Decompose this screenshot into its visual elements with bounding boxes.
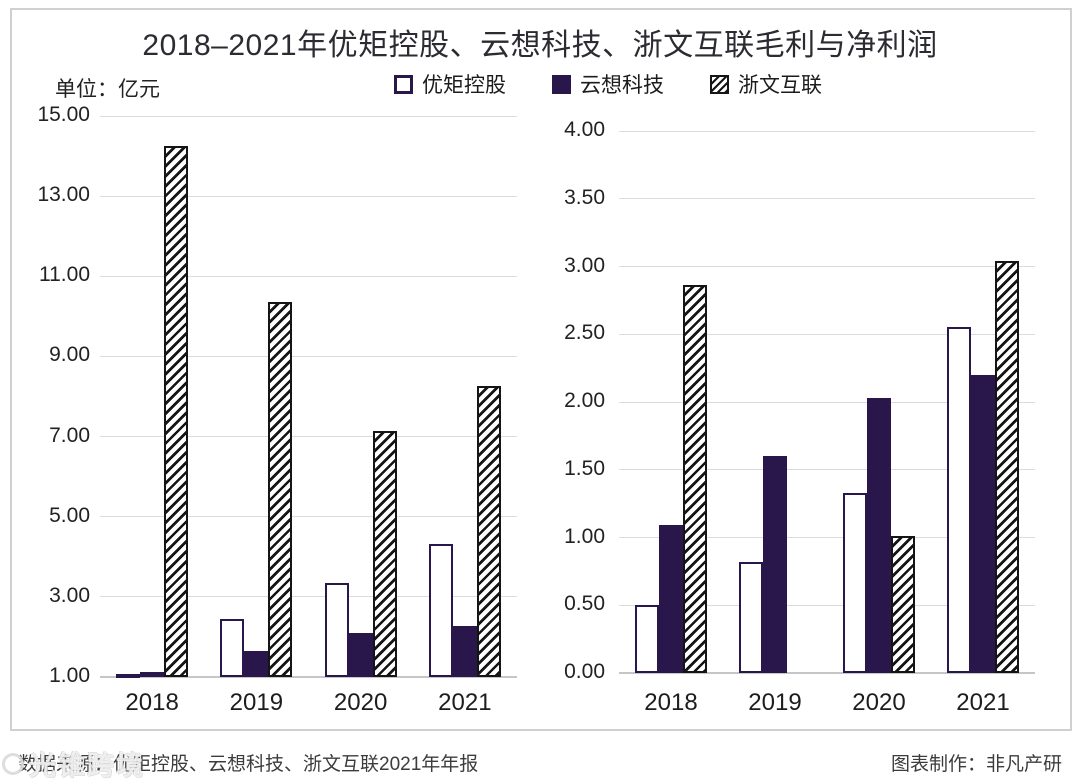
- bar-outline-2021: [428, 543, 453, 677]
- x-axis-category-label: 2020: [852, 689, 906, 716]
- y-axis-tick-label: 2.00: [564, 389, 605, 412]
- y-gridline: [100, 355, 517, 357]
- y-gridline: [619, 198, 1035, 200]
- bar-hatched-2019: [268, 301, 293, 677]
- bar-solid-2019: [244, 650, 269, 677]
- y-axis-tick-label: 3.00: [49, 583, 90, 607]
- y-gridline: [100, 516, 517, 518]
- y-gridline: [619, 333, 1035, 335]
- bar-solid-2020: [348, 632, 373, 677]
- y-axis-tick-label: 1.50: [564, 456, 605, 480]
- y-axis-tick-label: 3.50: [564, 185, 605, 209]
- y-axis-tick-label: 3.00: [564, 253, 605, 277]
- bar-hatched-2020: [891, 536, 915, 673]
- x-axis-line: [100, 676, 517, 678]
- bar-outline-2019: [220, 618, 245, 677]
- y-gridline: [100, 275, 517, 277]
- legend-item: 浙文互联: [710, 69, 822, 99]
- bar-hatched-2018: [683, 285, 707, 673]
- bar-hatched-2020: [372, 430, 397, 677]
- data-source-note: 数据来源：优矩控股、云想科技、浙文互联2021年年报: [18, 754, 479, 775]
- bar-solid-2019: [763, 456, 787, 673]
- y-gridline: [619, 469, 1035, 471]
- x-axis-category-label: 2021: [956, 689, 1010, 716]
- y-gridline: [100, 115, 517, 117]
- y-axis-tick-label: 0.00: [564, 660, 605, 683]
- legend-swatch-hatched-icon: [710, 74, 729, 94]
- bar-hatched-2018: [164, 146, 189, 677]
- y-axis-tick-label: 7.00: [49, 423, 90, 447]
- y-axis-tick-label: 2.50: [564, 321, 605, 345]
- y-axis-tick-label: 1.00: [564, 524, 605, 548]
- x-axis-category-label: 2018: [644, 689, 698, 716]
- bar-outline-2018: [116, 674, 141, 679]
- x-axis-line: [619, 672, 1035, 674]
- chart-title: 2018–2021年优矩控股、云想科技、浙文互联毛利与净利润: [142, 29, 938, 62]
- legend-swatch-outline-icon: [394, 74, 413, 94]
- bar-solid-2018: [659, 525, 683, 673]
- unit-label: 单位：亿元: [55, 78, 160, 101]
- bar-hatched-2021: [995, 261, 1019, 673]
- x-axis-category-label: 2019: [748, 689, 802, 716]
- legend: 优矩控股 云想科技 浙文互联: [394, 69, 822, 99]
- x-axis-category-label: 2021: [438, 689, 492, 716]
- x-axis-category-label: 2018: [125, 689, 179, 716]
- y-gridline: [100, 195, 517, 197]
- x-axis-category-label: 2019: [229, 689, 284, 716]
- y-gridline: [619, 266, 1035, 267]
- bar-outline-2020: [324, 582, 349, 677]
- legend-label: 云想科技: [580, 74, 664, 97]
- bar-solid-2020: [867, 397, 891, 673]
- legend-item: 优矩控股: [394, 69, 506, 99]
- bar-solid-2018: [140, 671, 165, 677]
- bar-solid-2021: [452, 626, 477, 677]
- y-axis-tick-label: 0.50: [564, 592, 605, 616]
- y-gridline: [619, 537, 1035, 538]
- bar-outline-2020: [843, 492, 867, 673]
- legend-label: 浙文互联: [738, 74, 822, 97]
- y-axis-tick-label: 1.00: [49, 664, 90, 687]
- y-axis-tick-label: 5.00: [49, 503, 90, 527]
- legend-item: 云想科技: [552, 69, 664, 99]
- x-axis-category-label: 2020: [333, 689, 388, 716]
- y-gridline: [100, 596, 517, 598]
- y-gridline: [619, 604, 1035, 606]
- y-axis-tick-label: 15.00: [37, 103, 90, 126]
- y-gridline: [619, 130, 1035, 132]
- y-axis-tick-label: 9.00: [49, 343, 90, 367]
- y-axis-tick-label: 4.00: [564, 118, 605, 141]
- credit-note: 图表制作：非凡产研: [890, 754, 1062, 775]
- y-axis-tick-label: 11.00: [39, 263, 90, 287]
- bar-solid-2021: [971, 374, 995, 673]
- y-gridline: [619, 401, 1035, 403]
- y-gridline: [100, 436, 517, 438]
- bar-outline-2018: [635, 605, 659, 673]
- bar-outline-2019: [739, 561, 763, 673]
- bar-outline-2021: [947, 327, 971, 673]
- legend-swatch-solid-icon: [552, 74, 571, 94]
- legend-label: 优矩控股: [422, 74, 506, 97]
- bar-hatched-2021: [476, 386, 501, 677]
- y-axis-tick-label: 13.00: [37, 183, 90, 207]
